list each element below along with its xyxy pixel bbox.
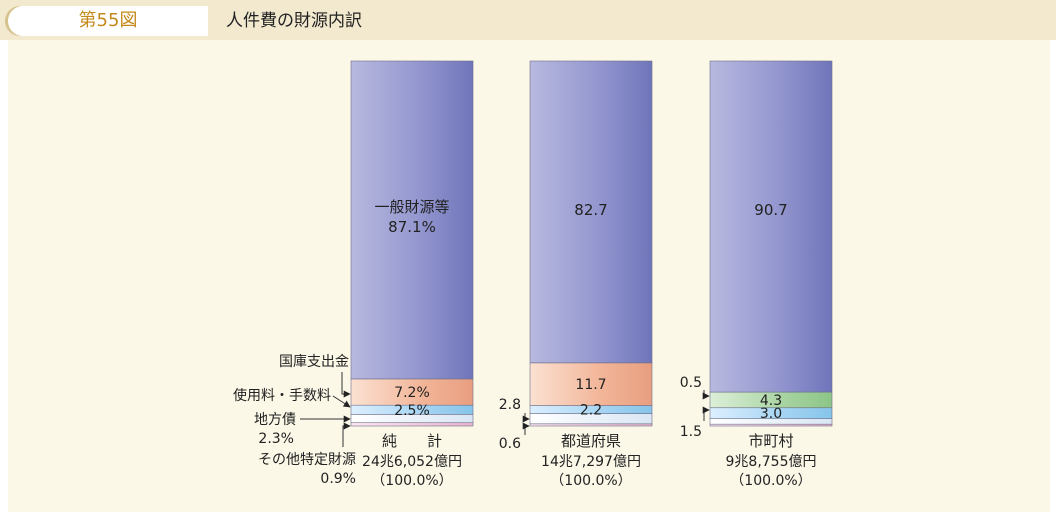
leader-local-bond-muni bbox=[702, 406, 710, 421]
bar-1-segment-other-specific bbox=[350, 422, 474, 427]
leader-local-bond-pref bbox=[522, 413, 530, 423]
data-label-other-specific-total: 0.9% bbox=[320, 471, 356, 487]
figure-number-tab: 第55図 bbox=[8, 6, 208, 36]
legend-fees: 使用料・手数料 bbox=[233, 387, 331, 404]
bar-1-segment-national-treasury bbox=[350, 378, 474, 406]
data-label-national-treasury-total: 7.2% bbox=[394, 385, 430, 401]
bar-2-segment-national-treasury bbox=[529, 362, 653, 406]
legend-local-bond: 地方債 bbox=[254, 412, 296, 428]
category-label-1: 純 計 bbox=[382, 432, 442, 450]
data-label-general-revenue-muni: 90.7 bbox=[754, 201, 787, 219]
leader-other-specific bbox=[342, 422, 351, 447]
data-label-fees-pref: 2.2 bbox=[580, 403, 602, 419]
series-label-general-revenue: 一般財源等 bbox=[374, 198, 449, 216]
category-amount-3: 9兆8,755億円 bbox=[726, 454, 817, 470]
category-total-2: （100.0%） bbox=[550, 473, 631, 489]
leader-fees bbox=[332, 395, 351, 408]
data-label-other-specific-pref: 0.6 bbox=[499, 436, 521, 452]
legend-national-treasury: 国庫支出金 bbox=[279, 353, 349, 370]
data-label-local-bond-pref: 2.8 bbox=[499, 397, 521, 413]
category-label-3: 市町村 bbox=[748, 432, 793, 450]
leader-other-specific-pref bbox=[522, 422, 530, 435]
figure-header: 第55図 人件費の財源内訳 bbox=[0, 0, 1056, 40]
bar-2-segment-general-revenue bbox=[529, 60, 653, 364]
legend-other-specific: その他特定財源 bbox=[258, 452, 356, 468]
data-label-other-specific-muni: 0.5 bbox=[680, 375, 702, 391]
data-label-national-treasury-pref: 11.7 bbox=[575, 377, 606, 393]
bar-2-segment-other-specific bbox=[529, 423, 653, 427]
category-total-1: （100.0%） bbox=[371, 473, 452, 489]
chart-area: 一般財源等 87.1% 7.2% 2.5% 82.7 11.7 2.2 90.7 3.0 4.3 国… bbox=[8, 40, 1050, 512]
figure-number: 第55図 bbox=[78, 10, 138, 31]
stacked-bar-chart: 一般財源等 87.1% 7.2% 2.5% 82.7 11.7 2.2 90.7 3.04.3 国… bbox=[233, 60, 833, 489]
bar-1-segment-general-revenue bbox=[350, 60, 474, 380]
data-label-local-bond-muni: 1.5 bbox=[680, 424, 702, 440]
bar-3-segment-general-revenue bbox=[709, 60, 833, 393]
category-label-2: 都道府県 bbox=[561, 432, 621, 450]
category-total-3: （100.0%） bbox=[730, 473, 811, 489]
category-amount-2: 14兆7,297億円 bbox=[541, 454, 641, 470]
leader-other-specific-muni bbox=[702, 390, 710, 400]
data-label-national-treasury-muni: 4.3 bbox=[760, 393, 782, 409]
data-label-local-bond-total: 2.3% bbox=[258, 431, 294, 447]
leader-national-treasury bbox=[341, 372, 351, 398]
category-amount-1: 24兆6,052億円 bbox=[362, 454, 462, 470]
data-label-general-revenue-total: 87.1% bbox=[388, 218, 436, 236]
data-label-fees-muni: 3.0 bbox=[760, 406, 782, 422]
data-label-fees-total: 2.5% bbox=[394, 403, 430, 419]
data-label-general-revenue-pref: 82.7 bbox=[574, 201, 607, 219]
chart-title: 人件費の財源内訳 bbox=[226, 11, 362, 31]
